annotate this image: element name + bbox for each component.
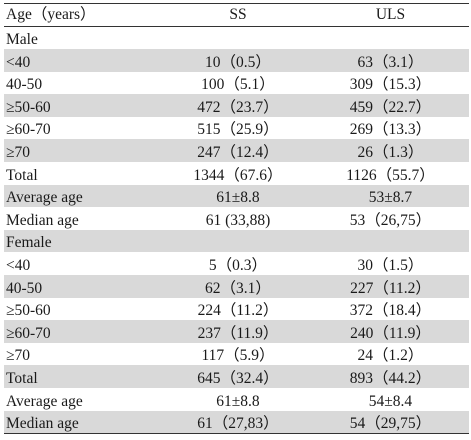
row-label: Male	[6, 31, 38, 49]
table-row: ≥60-70 237（11.9） 240（11.9）	[4, 320, 469, 343]
header-ss: SS	[164, 3, 312, 27]
table-row: Total 1344（67.6） 1126（55.7）	[4, 162, 469, 185]
row-label: Average age	[6, 392, 83, 410]
uls-value: 309（15.3）	[349, 76, 432, 94]
uls-value	[312, 27, 469, 50]
uls-value	[312, 229, 469, 253]
table-row: <40 10（0.5） 63（3.1）	[4, 49, 469, 72]
table-row: Average age 61±8.8 53±8.7	[4, 184, 469, 208]
row-label: ≥70	[6, 347, 31, 365]
ss-value	[164, 27, 312, 50]
uls-value: 24（1.2）	[357, 347, 424, 365]
table-row: Average age 61±8.8 54±8.4	[4, 388, 469, 411]
table-row: ≥50-60 472（23.7） 459（22.7）	[4, 94, 469, 117]
ss-value	[164, 229, 312, 253]
row-label: Median age	[6, 211, 79, 229]
table-header-row: Age（years） SS ULS	[4, 3, 469, 27]
table-row: Median age 61（27,83） 54（29,75）	[4, 410, 469, 434]
ss-value: 224（11.2）	[197, 302, 279, 320]
ss-value: 61（27,83）	[164, 410, 312, 434]
uls-value: 227（11.2）	[312, 275, 469, 298]
row-label: ≥50-60	[6, 302, 51, 320]
row-label: Female	[4, 229, 164, 253]
uls-value: 53±8.7	[312, 184, 469, 208]
ss-value: 1344（67.6）	[193, 166, 283, 184]
age-distribution-table: Age（years） SS ULS Male <40 10（0.5） 63（3.1） 4…	[4, 3, 469, 434]
table-row: ≥60-70 515（25.9） 269（13.3）	[4, 117, 469, 140]
ss-value: 237（11.9）	[164, 320, 312, 343]
row-label: ≥60-70	[4, 320, 164, 343]
table-row: ≥70 117（5.9） 24（1.2）	[4, 343, 469, 366]
uls-value: 30（1.5）	[357, 257, 424, 275]
uls-value: 269（13.3）	[349, 121, 432, 139]
ss-value: 645（32.4）	[164, 365, 312, 388]
ss-value: 247（12.4）	[164, 139, 312, 163]
ss-value: 5（0.3）	[208, 257, 268, 275]
row-label: <40	[4, 49, 164, 72]
table-row: Male	[4, 27, 469, 50]
ss-value: 61 (33,88)	[205, 211, 271, 229]
row-label: 40-50	[4, 275, 164, 298]
table-row: Median age 61 (33,88) 53（26,75）	[4, 207, 469, 230]
ss-value: 62（3.1）	[164, 275, 312, 298]
table-row: ≥70 247（12.4） 26（1.3）	[4, 139, 469, 163]
uls-value: 893（44.2）	[312, 365, 469, 388]
uls-value: 63（3.1）	[312, 49, 469, 72]
row-label: ≥60-70	[6, 121, 51, 139]
uls-value: 240（11.9）	[312, 320, 469, 343]
table-row: Total 645（32.4） 893（44.2）	[4, 365, 469, 388]
uls-value: 459（22.7）	[312, 94, 469, 117]
row-label: Average age	[4, 184, 164, 208]
table-row: 40-50 100（5.1） 309（15.3）	[4, 72, 469, 95]
row-label: Total	[4, 365, 164, 388]
ss-value: 61±8.8	[216, 392, 260, 410]
table-row: 40-50 62（3.1） 227（11.2）	[4, 275, 469, 298]
ss-value: 472（23.7）	[164, 94, 312, 117]
table-body: Male <40 10（0.5） 63（3.1） 40-50 100（5.1） 309（15…	[4, 27, 469, 434]
uls-value: 53（26,75）	[349, 211, 432, 229]
ss-value: 10（0.5）	[164, 49, 312, 72]
uls-value: 1126（55.7）	[346, 166, 435, 184]
table-row: Female	[4, 229, 469, 253]
uls-value: 372（18.4）	[349, 302, 432, 320]
row-label: Median age	[4, 410, 164, 434]
table-row: ≥50-60 224（11.2） 372（18.4）	[4, 298, 469, 321]
uls-value: 54（29,75）	[312, 410, 469, 434]
uls-value: 54±8.4	[368, 392, 413, 410]
row-label: <40	[6, 257, 31, 275]
table-row: <40 5（0.3） 30（1.5）	[4, 252, 469, 275]
row-label: ≥50-60	[4, 94, 164, 117]
uls-value: 26（1.3）	[312, 139, 469, 163]
row-label: ≥70	[4, 139, 164, 163]
row-label: Total	[6, 166, 38, 184]
header-uls: ULS	[312, 3, 469, 27]
header-age: Age（years）	[4, 3, 164, 27]
row-label: 40-50	[6, 76, 43, 94]
ss-value: 61±8.8	[164, 184, 312, 208]
ss-value: 117（5.9）	[201, 347, 275, 365]
ss-value: 100（5.1）	[201, 76, 275, 94]
ss-value: 515（25.9）	[197, 121, 279, 139]
